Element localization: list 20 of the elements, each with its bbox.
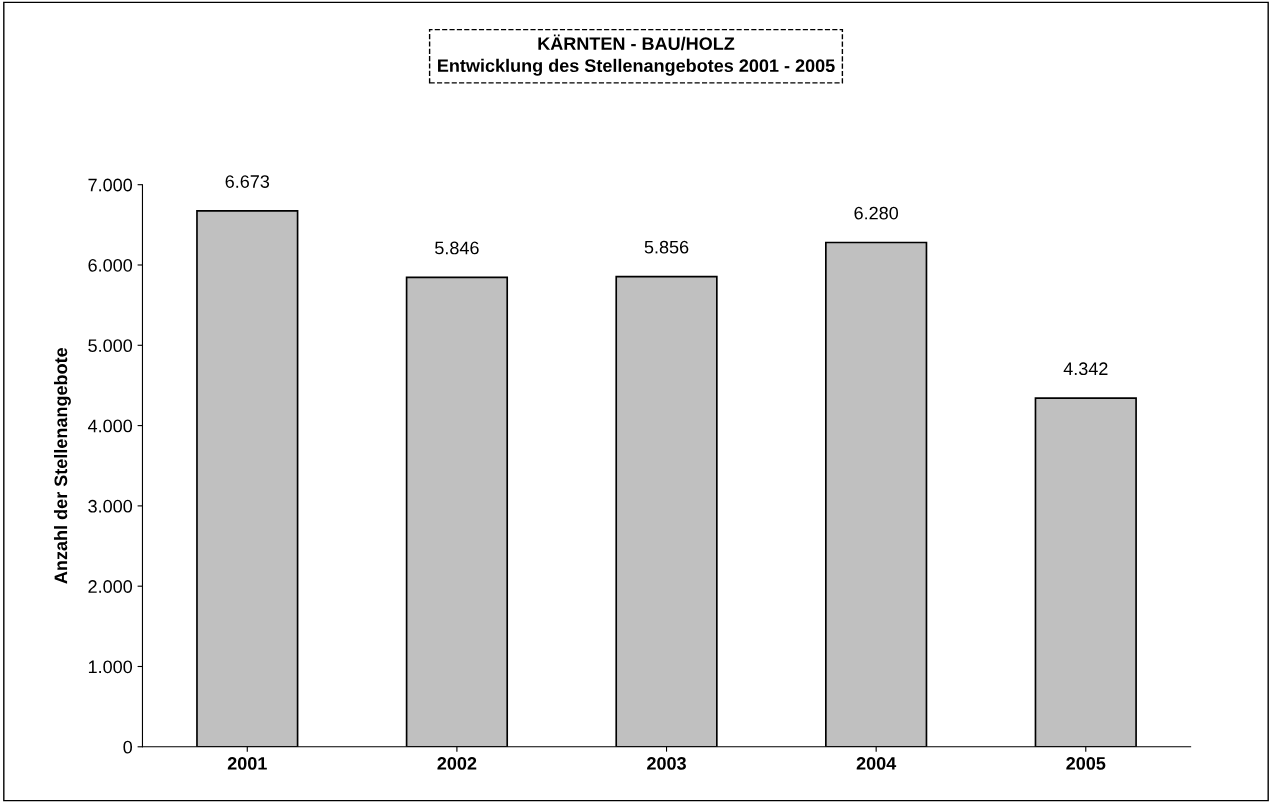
y-tick-label: 5.000 <box>88 339 133 353</box>
data-label: 6.673 <box>225 175 270 188</box>
y-tick-label: 2.000 <box>88 580 133 593</box>
data-label: 5.856 <box>644 240 689 254</box>
x-tick-label: 2004 <box>856 756 897 770</box>
y-tick-label: 0 <box>123 740 133 754</box>
data-label: 5.846 <box>435 241 479 255</box>
y-axis-title: Anzahl der Stellenangebote <box>53 347 71 584</box>
y-tick-label: 4.000 <box>87 419 133 433</box>
chart-title: KÄRNTEN - BAU/HOLZ Entwicklung des Stellenangebotes 2001 - 2005 <box>438 34 835 76</box>
y-tick-label: 6.000 <box>88 258 133 272</box>
y-tick-label: 3.000 <box>88 499 133 513</box>
y-tick-label: 1.000 <box>88 660 133 674</box>
data-label: 6.280 <box>854 206 899 220</box>
data-label: 4.342 <box>1063 362 1108 376</box>
x-tick-label: 2005 <box>1066 756 1106 770</box>
x-tick-label: 2003 <box>647 756 686 770</box>
x-tick-label: 2002 <box>437 756 477 770</box>
x-tick-label: 2001 <box>227 756 267 770</box>
y-tick-label: 7.000 <box>88 178 133 192</box>
